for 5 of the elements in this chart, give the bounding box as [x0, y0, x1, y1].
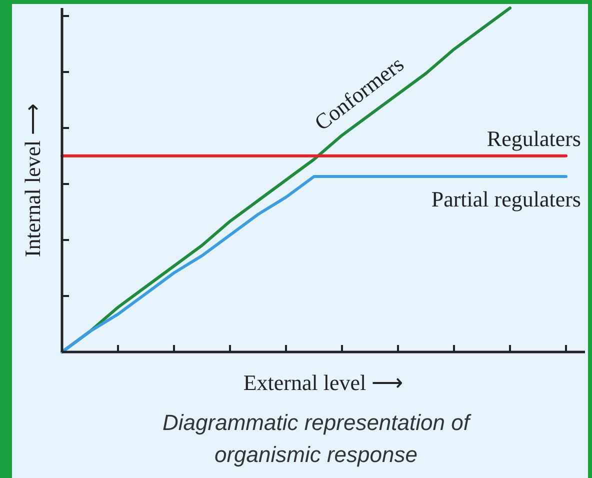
text: Diagrammatic representation of organismic response	[162, 410, 472, 467]
series-label: Partial regulaters	[431, 186, 581, 212]
series-label: Regulaters	[486, 126, 581, 151]
y-axis-title: Internal level ⟶	[20, 102, 45, 258]
x-axis-title: External level ⟶	[243, 370, 404, 395]
